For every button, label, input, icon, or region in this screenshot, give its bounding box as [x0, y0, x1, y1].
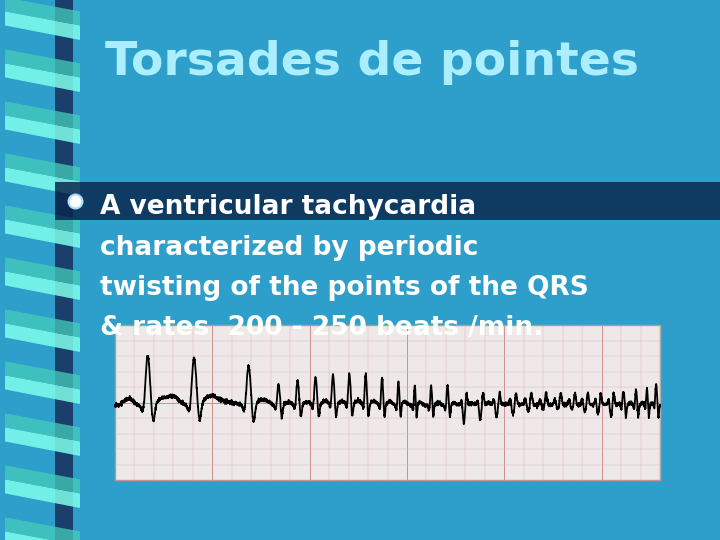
Polygon shape — [5, 258, 80, 286]
Polygon shape — [5, 323, 80, 352]
Bar — [55, 182, 720, 220]
Polygon shape — [5, 11, 80, 40]
Text: & rates  200 - 250 beats /min.: & rates 200 - 250 beats /min. — [100, 315, 544, 341]
Polygon shape — [5, 375, 80, 404]
Polygon shape — [5, 205, 80, 233]
Polygon shape — [5, 272, 80, 300]
Polygon shape — [5, 517, 80, 540]
Polygon shape — [5, 427, 80, 456]
Text: Torsades de pointes: Torsades de pointes — [105, 40, 639, 85]
Bar — [55, 0, 73, 540]
Polygon shape — [5, 167, 80, 196]
Polygon shape — [5, 49, 80, 77]
Polygon shape — [5, 102, 80, 130]
Text: A ventricular tachycardia: A ventricular tachycardia — [100, 194, 476, 220]
Polygon shape — [5, 0, 80, 25]
Text: characterized by periodic: characterized by periodic — [100, 235, 478, 261]
Text: twisting of the points of the QRS: twisting of the points of the QRS — [100, 275, 589, 301]
Polygon shape — [5, 531, 80, 540]
Polygon shape — [5, 480, 80, 508]
Polygon shape — [5, 309, 80, 338]
Polygon shape — [5, 361, 80, 389]
Bar — [115, 325, 660, 480]
Polygon shape — [5, 153, 80, 181]
Polygon shape — [5, 465, 80, 494]
Polygon shape — [5, 219, 80, 248]
Polygon shape — [5, 116, 80, 144]
Polygon shape — [5, 413, 80, 441]
Polygon shape — [5, 63, 80, 92]
